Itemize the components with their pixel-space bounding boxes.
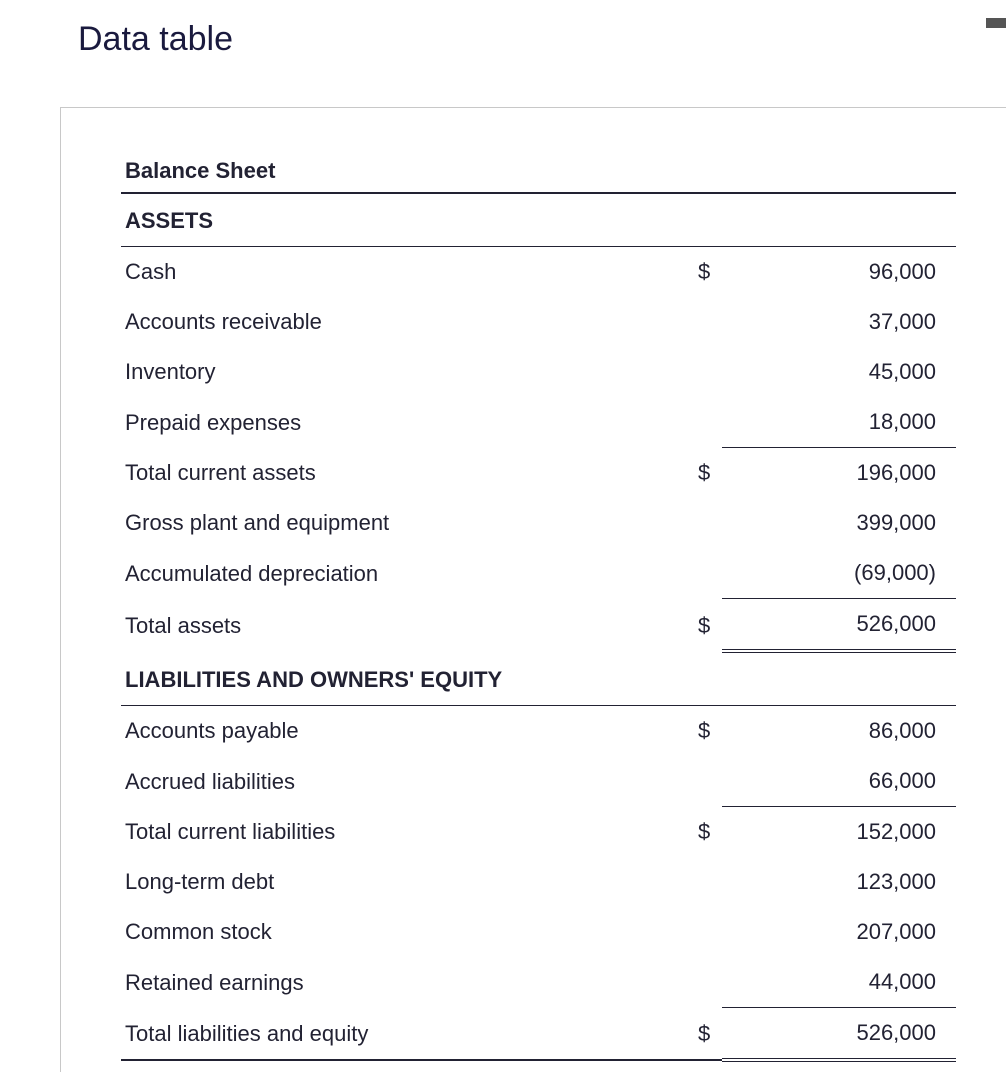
row-total-liab-equity: Total liabilities and equity $ 526,000 — [121, 1008, 956, 1061]
section-header-liabilities: LIABILITIES AND OWNERS' EQUITY — [121, 651, 956, 706]
dollar-prepaid-expenses — [672, 397, 722, 448]
dollar-accounts-payable: $ — [672, 706, 722, 757]
value-cash: 96,000 — [722, 247, 956, 298]
label-gross-plant: Gross plant and equipment — [121, 498, 672, 548]
value-common-stock: 207,000 — [722, 907, 956, 957]
liabilities-header: LIABILITIES AND OWNERS' EQUITY — [121, 651, 956, 706]
row-total-current-assets: Total current assets $ 196,000 — [121, 448, 956, 499]
label-long-term-debt: Long-term debt — [121, 857, 672, 907]
label-prepaid-expenses: Prepaid expenses — [121, 397, 672, 448]
value-accounts-payable: 86,000 — [722, 706, 956, 757]
label-inventory: Inventory — [121, 347, 672, 397]
label-accounts-receivable: Accounts receivable — [121, 297, 672, 347]
label-total-liab-equity: Total liabilities and equity — [121, 1008, 672, 1061]
row-accum-deprec: Accumulated depreciation (69,000) — [121, 548, 956, 599]
value-retained-earnings: 44,000 — [722, 957, 956, 1008]
label-retained-earnings: Retained earnings — [121, 957, 672, 1008]
row-prepaid-expenses: Prepaid expenses 18,000 — [121, 397, 956, 448]
row-long-term-debt: Long-term debt 123,000 — [121, 857, 956, 907]
window-edge-mark — [986, 18, 1006, 28]
assets-header: ASSETS — [121, 193, 956, 247]
row-total-current-liab: Total current liabilities $ 152,000 — [121, 807, 956, 858]
dollar-total-current-liab: $ — [672, 807, 722, 858]
section-header-assets: ASSETS — [121, 193, 956, 247]
value-long-term-debt: 123,000 — [722, 857, 956, 907]
dollar-common-stock — [672, 907, 722, 957]
row-retained-earnings: Retained earnings 44,000 — [121, 957, 956, 1008]
value-total-current-liab: 152,000 — [722, 807, 956, 858]
row-inventory: Inventory 45,000 — [121, 347, 956, 397]
table-title-row: Balance Sheet — [121, 146, 956, 193]
row-total-assets: Total assets $ 526,000 — [121, 599, 956, 652]
value-total-assets: 526,000 — [722, 599, 956, 652]
label-accounts-payable: Accounts payable — [121, 706, 672, 757]
dollar-accounts-receivable — [672, 297, 722, 347]
dollar-accum-deprec — [672, 548, 722, 599]
label-total-current-liab: Total current liabilities — [121, 807, 672, 858]
row-accounts-payable: Accounts payable $ 86,000 — [121, 706, 956, 757]
value-prepaid-expenses: 18,000 — [722, 397, 956, 448]
dollar-gross-plant — [672, 498, 722, 548]
dollar-retained-earnings — [672, 957, 722, 1008]
row-cash: Cash $ 96,000 — [121, 247, 956, 298]
value-accum-deprec: (69,000) — [722, 548, 956, 599]
dollar-long-term-debt — [672, 857, 722, 907]
value-inventory: 45,000 — [722, 347, 956, 397]
row-gross-plant: Gross plant and equipment 399,000 — [121, 498, 956, 548]
table-container: Balance Sheet ASSETS Cash $ 96,000 Accou… — [60, 107, 1006, 1072]
label-total-assets: Total assets — [121, 599, 672, 652]
table-title: Balance Sheet — [121, 146, 956, 193]
label-accrued-liabilities: Accrued liabilities — [121, 756, 672, 807]
page-title: Data table — [0, 20, 1006, 59]
label-cash: Cash — [121, 247, 672, 298]
label-total-current-assets: Total current assets — [121, 448, 672, 499]
row-accounts-receivable: Accounts receivable 37,000 — [121, 297, 956, 347]
dollar-cash: $ — [672, 247, 722, 298]
value-accounts-receivable: 37,000 — [722, 297, 956, 347]
value-gross-plant: 399,000 — [722, 498, 956, 548]
label-common-stock: Common stock — [121, 907, 672, 957]
dollar-accrued-liabilities — [672, 756, 722, 807]
value-total-current-assets: 196,000 — [722, 448, 956, 499]
value-accrued-liabilities: 66,000 — [722, 756, 956, 807]
row-common-stock: Common stock 207,000 — [121, 907, 956, 957]
dollar-total-liab-equity: $ — [672, 1008, 722, 1061]
balance-sheet-table: Balance Sheet ASSETS Cash $ 96,000 Accou… — [121, 146, 956, 1062]
dollar-total-current-assets: $ — [672, 448, 722, 499]
label-accum-deprec: Accumulated depreciation — [121, 548, 672, 599]
dollar-inventory — [672, 347, 722, 397]
dollar-total-assets: $ — [672, 599, 722, 652]
row-accrued-liabilities: Accrued liabilities 66,000 — [121, 756, 956, 807]
value-total-liab-equity: 526,000 — [722, 1008, 956, 1061]
